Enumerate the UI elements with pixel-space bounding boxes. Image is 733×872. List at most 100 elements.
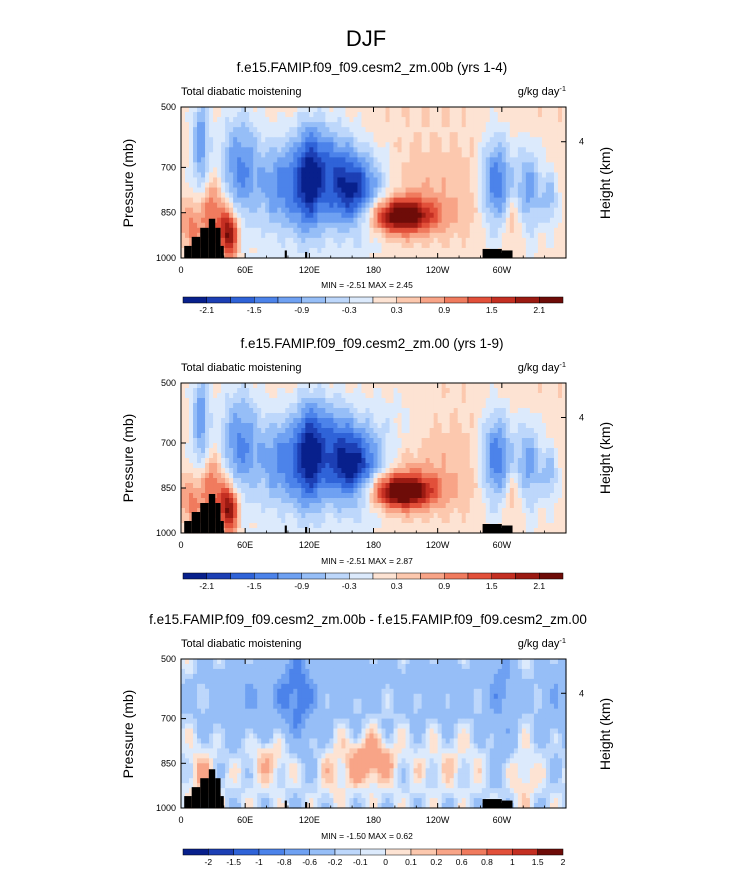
- heatmap-cell: [437, 428, 443, 434]
- heatmap-cell: [461, 107, 467, 113]
- heatmap-cell: [545, 202, 551, 209]
- heatmap-cell: [405, 227, 411, 234]
- heatmap-cell: [537, 197, 543, 204]
- heatmap-cell: [365, 443, 371, 449]
- heatmap-cell: [277, 227, 282, 234]
- heatmap-cell: [289, 468, 294, 474]
- heatmap-cell: [409, 528, 415, 534]
- heatmap-cell: [521, 142, 527, 148]
- heatmap-cell: [269, 227, 274, 234]
- heatmap-cell: [289, 167, 294, 174]
- heatmap-cell: [353, 172, 359, 179]
- heatmap-cell: [341, 127, 347, 133]
- heatmap-cell: [465, 127, 471, 133]
- heatmap-cell: [317, 232, 322, 239]
- heatmap-cell: [193, 142, 198, 148]
- heatmap-cell: [205, 478, 210, 484]
- heatmap-cell: [289, 498, 294, 504]
- heatmap-cell: [341, 162, 347, 168]
- heatmap-cell: [213, 162, 218, 168]
- heatmap-cell: [445, 413, 451, 419]
- heatmap-cell: [225, 453, 230, 459]
- heatmap-cell: [541, 227, 547, 234]
- heatmap-cell: [357, 207, 363, 214]
- heatmap-cell: [273, 518, 278, 524]
- heatmap-cell: [457, 112, 463, 118]
- heatmap-cell: [393, 137, 399, 143]
- heatmap-cell: [401, 448, 407, 454]
- heatmap-cell: [517, 217, 523, 224]
- heatmap-cell: [185, 192, 190, 199]
- heatmap-cell: [429, 157, 435, 163]
- heatmap-cell: [201, 428, 206, 434]
- heatmap-cell: [393, 453, 399, 459]
- heatmap-cell: [213, 147, 218, 153]
- heatmap-cell: [425, 478, 431, 484]
- heatmap-cell: [529, 202, 535, 209]
- heatmap-cell: [201, 398, 206, 404]
- heatmap-cell: [201, 157, 206, 163]
- heatmap-cell: [313, 413, 318, 419]
- heatmap-cell: [197, 117, 202, 123]
- heatmap-cell: [385, 403, 391, 409]
- heatmap-cell: [485, 177, 491, 184]
- heatmap-cell: [181, 192, 186, 199]
- heatmap-cell: [389, 508, 395, 514]
- heatmap-cell: [229, 423, 234, 429]
- heatmap-cell: [441, 508, 447, 514]
- heatmap-cell: [225, 403, 230, 409]
- heatmap-cell: [329, 468, 334, 474]
- heatmap-cell: [193, 473, 198, 479]
- heatmap-cell: [221, 498, 226, 504]
- heatmap-cell: [305, 443, 310, 449]
- heatmap-cell: [413, 137, 419, 143]
- heatmap-cell: [289, 117, 294, 123]
- heatmap-cell: [509, 127, 515, 133]
- heatmap-cell: [441, 523, 447, 529]
- heatmap-cell: [537, 232, 543, 239]
- heatmap-cell: [429, 523, 435, 529]
- heatmap-cell: [517, 197, 523, 204]
- heatmap-cell: [333, 177, 339, 184]
- heatmap-cell: [449, 408, 455, 414]
- heatmap-cell: [421, 458, 427, 464]
- heatmap-cell: [505, 142, 511, 148]
- heatmap-cell: [561, 247, 567, 254]
- heatmap-cell: [325, 428, 330, 434]
- heatmap-cell: [233, 167, 238, 174]
- heatmap-cell: [505, 192, 511, 199]
- heatmap-cell: [417, 107, 423, 113]
- heatmap-cell: [349, 503, 355, 509]
- heatmap-cell: [321, 473, 326, 479]
- heatmap-cell: [373, 508, 379, 514]
- heatmap-cell: [257, 247, 262, 254]
- heatmap-cell: [213, 468, 218, 474]
- heatmap-cell: [549, 132, 555, 138]
- heatmap-cell: [365, 503, 371, 509]
- heatmap-cell: [197, 137, 202, 143]
- heatmap-cell: [509, 217, 515, 224]
- heatmap-cell: [233, 232, 238, 239]
- heatmap-cell: [253, 488, 258, 494]
- heatmap-cell: [261, 147, 266, 153]
- heatmap-cell: [413, 388, 419, 394]
- heatmap-cell: [345, 247, 351, 254]
- heatmap-cell: [317, 152, 322, 158]
- heatmap-cell: [365, 167, 371, 174]
- heatmap-cell: [253, 242, 258, 249]
- heatmap-cell: [477, 142, 483, 148]
- heatmap-cell: [341, 182, 347, 189]
- heatmap-cell: [461, 137, 467, 143]
- heatmap-cell: [261, 172, 266, 179]
- heatmap-cell: [229, 433, 234, 439]
- heatmap-cell: [197, 217, 202, 224]
- heatmap-cell: [185, 142, 190, 148]
- heatmap-cell: [321, 483, 326, 489]
- heatmap-cell: [441, 167, 447, 174]
- heatmap-cell: [341, 177, 347, 184]
- heatmap-cell: [197, 227, 202, 234]
- colorbar-label: 2.1: [533, 305, 545, 315]
- heatmap-cell: [517, 142, 523, 148]
- heatmap-cell: [397, 207, 403, 214]
- heatmap-cell: [197, 112, 202, 118]
